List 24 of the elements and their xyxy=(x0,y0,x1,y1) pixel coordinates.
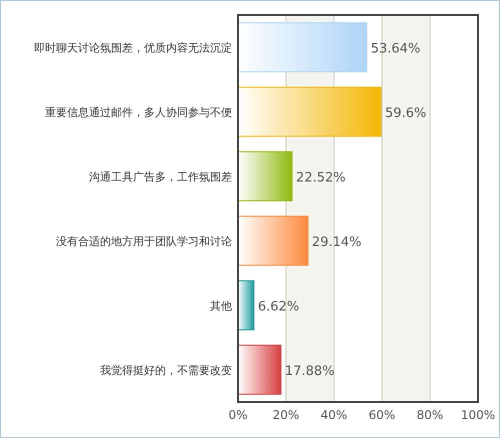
x-tick-label: 0% xyxy=(228,408,248,422)
y-tick-label: 沟通工具广告多，工作氛围差 xyxy=(89,170,232,184)
x-tick-label: 40% xyxy=(320,408,348,422)
x-tick-label: 20% xyxy=(272,408,300,422)
x-tick-label: 80% xyxy=(416,408,444,422)
data-label: 6.62% xyxy=(258,299,300,314)
data-label: 59.6% xyxy=(385,106,426,121)
bar xyxy=(238,344,282,395)
y-tick-label: 我觉得挺好的，不需要改变 xyxy=(100,364,232,377)
bar xyxy=(238,86,382,137)
y-tick-label: 重要信息通过邮件，多人协同参与不便 xyxy=(45,106,232,119)
data-label: 17.88% xyxy=(284,364,334,379)
data-label: 29.14% xyxy=(312,234,362,250)
bar xyxy=(238,216,308,266)
bar xyxy=(238,151,293,202)
y-tick-label: 即时聊天讨论氛围差，优质内容无法沉淀 xyxy=(34,41,232,54)
data-label: 53.64% xyxy=(370,41,420,56)
bar xyxy=(238,280,254,330)
bar xyxy=(238,22,368,72)
y-tick-label: 其他 xyxy=(210,299,232,312)
x-tick-label: 60% xyxy=(368,408,396,422)
x-tick-label: 100% xyxy=(460,408,496,422)
data-label: 22.52% xyxy=(296,170,346,186)
y-tick-label: 没有合适的地方用于团队学习和讨论 xyxy=(56,234,232,248)
